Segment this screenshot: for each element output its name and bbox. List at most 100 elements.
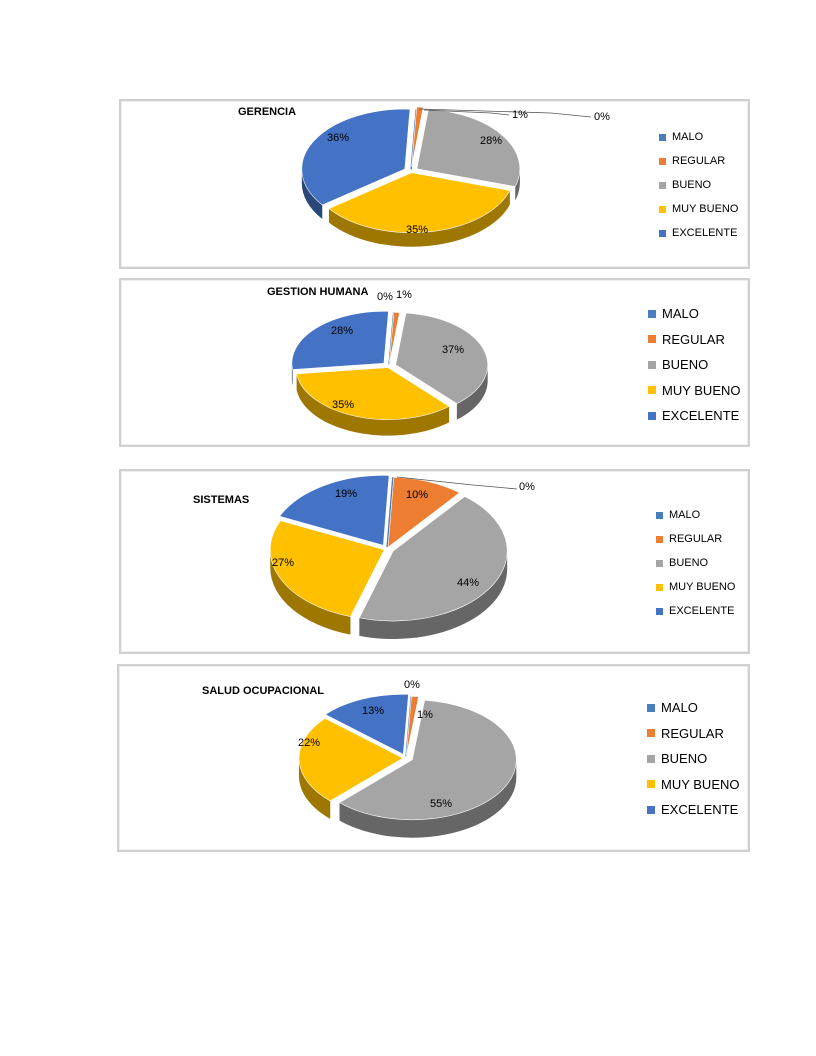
pie-slice-regular [388,312,400,365]
legend-swatch [647,729,655,738]
legend-label: MALO [661,700,698,716]
data-label-excelente: 19% [335,488,357,500]
pie-slice-regular [411,106,424,167]
legend-swatch [647,805,655,814]
legend-item-excelente: EXCELENTE [648,403,741,429]
pie-slice-muy-bueno [298,718,404,802]
pie-slices [298,694,517,821]
pie-slice-muy-bueno [296,367,450,420]
data-label-bueno: 28% [480,135,502,147]
data-label-bueno: 55% [430,798,452,810]
leader-line [418,108,592,118]
pie-side-muy-bueno [328,190,510,247]
data-label-muy-bueno: 22% [298,737,320,749]
legend-swatch [656,559,663,567]
legend-swatch [648,386,656,395]
data-label-excelente: 36% [327,132,349,144]
chart-legend: MALO REGULAR BUENO MUY BUENO EXCELENTE [656,503,735,623]
legend-swatch [656,583,663,591]
legend-swatch [647,703,655,712]
pie-slice-excelente [301,108,411,206]
legend-item-malo: MALO [656,503,735,527]
legend-item-muy-bueno: MUY BUENO [656,575,735,599]
pie-side-muy-bueno [299,758,331,819]
legend-item-malo: MALO [647,695,740,721]
pie-slice-bueno [416,108,521,187]
pie-slice-excelente [279,475,390,546]
pie-side-bueno [515,168,520,201]
data-label-malo: 0% [519,481,535,493]
legend-label: EXCELENTE [672,227,738,239]
chart-legend: MALO REGULAR BUENO MUY BUENO EXCELENTE [659,125,738,245]
legend-swatch [659,205,666,213]
pie-side-bueno [339,759,517,838]
legend-swatch [648,360,656,369]
data-labels: 0% 1% 37% 35% 28% [331,289,464,411]
legend-label: MALO [669,509,701,521]
legend-item-regular: REGULAR [656,527,735,551]
data-label-malo: 0% [404,679,420,691]
pie-slices [291,311,488,420]
legend-label: MALO [672,131,704,143]
legend-label: MALO [662,306,699,322]
legend-swatch [648,335,656,344]
data-label-excelente: 13% [362,705,384,717]
pie-slice-bueno [338,699,517,821]
pie-slice-excelente [291,311,389,370]
legend-swatch [656,535,663,543]
pie-chart-gestion-humana: 0% 1% 37% 35% 28% [291,289,488,436]
data-label-regular: 1% [417,709,433,721]
legend-label: EXCELENTE [662,408,740,424]
legend-item-regular: REGULAR [648,327,741,353]
pie-slices [270,475,508,622]
legend-item-malo: MALO [648,301,741,327]
pie-slice-regular [405,696,419,757]
legend-item-muy-bueno: MUY BUENO [648,378,741,404]
data-label-bueno: 37% [442,344,464,356]
leader-line [423,109,510,116]
legend-swatch [648,309,656,318]
legend-label: MUY BUENO [661,776,740,792]
pie-sides [301,168,520,247]
data-label-bueno: 44% [457,577,479,589]
pie-chart-sistemas: 0% 10% 44% 27% 19% [270,475,535,640]
data-label-regular: 1% [396,289,412,301]
pie-chart-gerencia: 0% 1% 28% 35% 36% [301,106,610,247]
data-label-muy-bueno: 27% [272,557,294,569]
pie-slice-muy-bueno [270,520,385,617]
data-label-regular: 10% [406,489,428,501]
legend-label: MUY BUENO [662,382,741,398]
legend-swatch [647,780,655,789]
legend-swatch [659,181,666,189]
data-label-muy-bueno: 35% [332,399,354,411]
legend-swatch [648,411,656,420]
legend-label: MUY BUENO [672,203,739,215]
legend-item-muy-bueno: MUY BUENO [647,772,740,798]
data-label-malo: 0% [377,291,393,303]
chart-legend: MALO REGULAR BUENO MUY BUENO EXCELENTE [647,695,740,823]
legend-item-regular: REGULAR [647,721,740,747]
chart-title: SISTEMAS [193,494,250,506]
pie-side-excelente [301,169,323,219]
leader-line [396,476,518,490]
pie-side-bueno [456,364,488,420]
legend-swatch [659,157,666,165]
legend-label: EXCELENTE [661,802,739,818]
legend-swatch [647,754,655,763]
pie-slice-excelente [324,694,409,755]
legend-label: BUENO [662,357,709,373]
legend-swatch [656,607,663,615]
chart-legend: MALO REGULAR BUENO MUY BUENO EXCELENTE [648,301,741,429]
chart-title: SALUD OCUPACIONAL [202,685,325,697]
legend-item-excelente: EXCELENTE [647,797,740,823]
legend-item-regular: REGULAR [659,149,738,173]
legend-item-muy-bueno: MUY BUENO [659,197,738,221]
data-labels: 0% 1% 28% 35% 36% [327,108,610,236]
chart-title: GERENCIA [238,106,297,118]
legend-item-bueno: BUENO [648,352,741,378]
data-label-regular: 1% [512,109,528,121]
pie-side-muy-bueno [270,549,351,635]
legend-item-bueno: BUENO [659,173,738,197]
pie-side-bueno [359,551,508,640]
pie-slice-bueno [358,496,508,622]
